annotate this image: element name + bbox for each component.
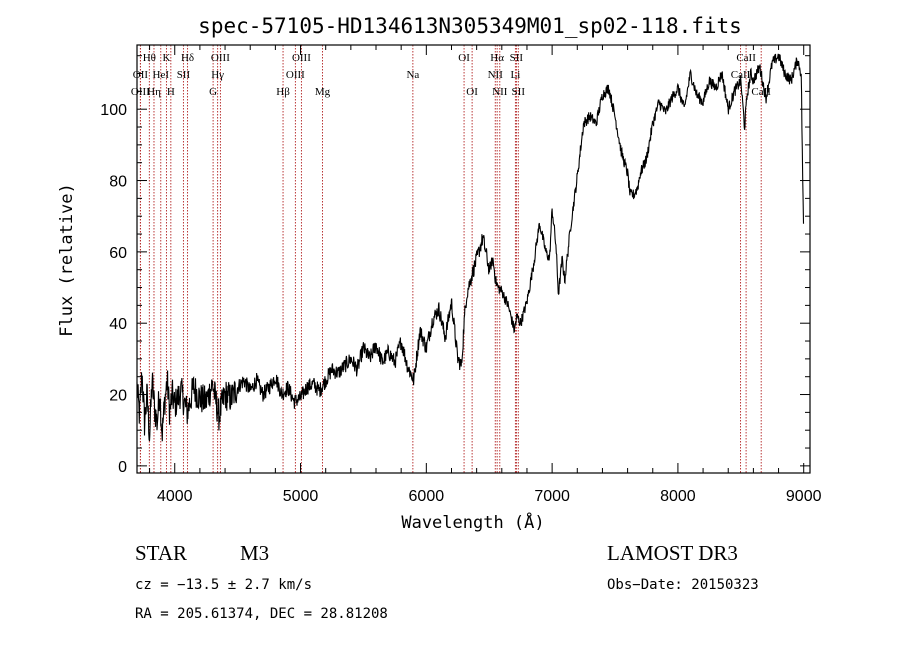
- spectral-line-label: SII: [510, 52, 524, 64]
- spectral-line-label: NII: [488, 69, 504, 81]
- spectral-line-label: CaII: [731, 69, 751, 81]
- y-tick-label: 80: [109, 174, 127, 191]
- spectral-line-label: CaII: [736, 52, 756, 64]
- spectral-line-label: OIII: [211, 52, 230, 64]
- y-tick-label: 60: [109, 245, 127, 262]
- spectral-line-label: Hβ: [276, 86, 290, 98]
- object-subclass: M3: [240, 541, 269, 565]
- spectral-line-label: K: [162, 52, 170, 64]
- spectral-line-label: OIII: [292, 52, 311, 64]
- y-tick-label: 40: [109, 316, 127, 333]
- obs-date-text: Obs−Date: 20150323: [607, 577, 759, 593]
- x-tick-label: 5000: [283, 488, 319, 505]
- x-tick-label: 6000: [409, 488, 445, 505]
- spectral-line-label: Hα: [490, 52, 504, 64]
- chart-title: spec-57105-HD134613N305349M01_sp02-118.f…: [198, 14, 742, 38]
- spectral-line-label: Hη: [147, 86, 161, 98]
- x-tick-label: 8000: [660, 488, 696, 505]
- redshift-text: cz = −13.5 ± 2.7 km/s: [135, 577, 312, 593]
- y-tick-label: 100: [100, 102, 127, 119]
- y-axis-label: Flux (relative): [57, 183, 77, 337]
- spectral-line-label: H: [167, 86, 175, 98]
- spectral-line-markers: [139, 45, 762, 473]
- spectrum-line: [136, 53, 805, 442]
- spectral-line-label: Hθ: [143, 52, 156, 64]
- x-tick-label: 9000: [786, 488, 822, 505]
- y-tick-label: 20: [109, 388, 127, 405]
- spectral-line-label: NII: [492, 86, 508, 98]
- spectral-line-label: Hγ: [211, 69, 224, 81]
- spectral-line-label: Mg: [315, 86, 331, 98]
- spectral-line-label: OIII: [286, 69, 305, 81]
- spectral-line-label: Na: [406, 69, 419, 81]
- spectral-line-label: Li: [510, 69, 520, 81]
- object-class: STAR: [135, 541, 187, 565]
- spectral-line-label: OII: [133, 69, 149, 81]
- survey-name: LAMOST DR3: [607, 541, 738, 565]
- x-tick-label: 7000: [534, 488, 570, 505]
- plot-frame: [136, 44, 811, 474]
- axis-ticks: [137, 45, 810, 473]
- spectral-line-label: CaII: [751, 86, 771, 98]
- spectral-line-label: SII: [177, 69, 191, 81]
- y-tick-label: 0: [118, 459, 127, 476]
- spectral-line-label: OIII: [131, 86, 150, 98]
- x-tick-label: 4000: [157, 488, 193, 505]
- coordinates-text: RA = 205.61374, DEC = 28.81208: [135, 606, 388, 622]
- spectral-line-label: OI: [458, 52, 470, 64]
- spectral-line-label: SII: [512, 86, 526, 98]
- spectral-line-label: HeI: [153, 69, 170, 81]
- spectral-line-label: G: [209, 86, 217, 98]
- spectral-line-label: Hδ: [181, 52, 194, 64]
- x-axis-label: Wavelength (Å): [401, 511, 544, 533]
- spectral-line-label: OI: [466, 86, 478, 98]
- axis-tick-labels: 4000 5000 6000 7000 8000 9000 0 20 40 60 80 100: [100, 102, 821, 505]
